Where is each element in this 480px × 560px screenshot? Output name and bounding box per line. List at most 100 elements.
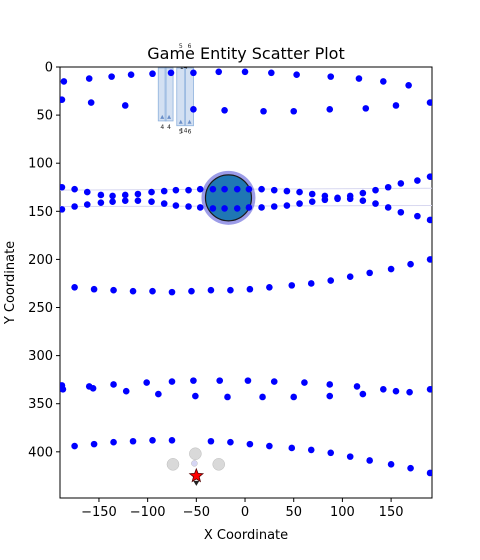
panel-marker [167,114,172,119]
y-tick-label: 0 [45,61,53,76]
entity-point [406,388,413,396]
entity-point [149,70,156,78]
entity-point [190,106,197,113]
entity-point [227,286,234,294]
entity-point [148,188,155,196]
entity-point [89,385,97,392]
entity-point [71,442,78,450]
panel-marker [187,119,192,124]
x-tick-label: 50 [285,505,302,520]
x-tick-label: −50 [183,505,210,520]
entity-point [426,385,432,393]
entity-point [380,385,387,393]
entity-point [407,260,414,268]
entity-point [359,390,367,398]
entity-point [110,381,117,388]
y-axis: 0 50 100 150 200 250 300 350 400 [28,61,60,460]
x-tick-label: 0 [241,505,249,520]
entity-point [85,75,93,82]
panel-label: 4 [167,124,171,131]
entity-point [405,81,412,89]
entity-point [293,71,300,78]
entity-point [216,377,224,384]
ghost-entity [212,458,225,471]
entity-point [97,191,105,199]
entity-point [259,393,266,401]
panel-label: 5 [179,129,183,136]
entity-point [414,212,421,220]
player-shadow [193,480,200,486]
entity-point [290,393,298,401]
entity-point [209,205,217,212]
entity-point [90,440,98,448]
entity-point [372,186,379,194]
x-tick-label: 100 [330,505,355,520]
panel-bar [176,67,186,127]
entity-point [426,256,432,263]
entity-point [346,453,354,460]
entity-point [384,183,392,191]
entity-point [346,273,354,281]
entity-point [366,269,373,277]
entity-point [296,188,303,196]
entity-point [127,71,135,78]
entity-point [246,285,254,293]
entity-point [258,204,265,211]
entity-point [288,444,296,452]
entity-point [258,185,265,193]
y-tick-label: 200 [28,253,53,268]
entity-point [392,387,400,395]
entity-point [221,205,228,212]
entity-point [109,192,116,200]
entity-point [192,392,199,400]
entity-point [168,436,176,444]
entity-point [168,288,176,296]
entity-point [266,284,273,291]
x-axis: −150 −100 −50 0 50 100 150 [81,498,404,520]
entity-point [407,464,414,472]
entity-point [327,449,335,457]
entity-point [270,186,278,194]
entity-point [268,69,275,77]
entity-point [167,69,175,77]
x-tick-label: −100 [130,505,166,520]
entity-point [122,387,130,395]
entity-point [308,190,316,198]
entity-point [233,185,241,193]
y-tick-label: 50 [36,109,53,124]
entity-point [134,190,142,198]
entity-point [244,377,252,384]
panel-label: 4 [160,124,164,131]
entity-point [307,280,315,287]
entity-point [83,201,91,208]
entity-point [188,287,195,295]
entity-point [283,202,291,209]
entity-point [397,180,405,187]
entity-point [155,390,162,398]
entity-point [71,203,78,210]
entity-point [296,200,303,207]
entity-point [426,469,432,477]
entity-point [384,204,392,211]
entity-point [60,96,66,104]
y-axis-label: Y Coordinate [3,241,18,325]
entity-point [121,191,129,199]
entity-point [327,277,335,284]
chart-title: Game Entity Scatter Plot [147,44,344,63]
entity-point [207,437,215,445]
entity-point [397,208,405,216]
entity-point [334,195,341,203]
entity-point [245,185,253,193]
x-tick-label: −150 [81,505,117,520]
entity-point [414,177,421,184]
entity-point [301,379,308,386]
entity-point [160,187,168,195]
entity-point [387,461,395,468]
entity-point [149,287,156,295]
entity-point [109,198,116,205]
entity-point [245,204,253,211]
entity-point [196,204,204,211]
panel-bar [185,67,194,127]
entity-point [87,99,95,106]
entity-point [346,195,354,203]
